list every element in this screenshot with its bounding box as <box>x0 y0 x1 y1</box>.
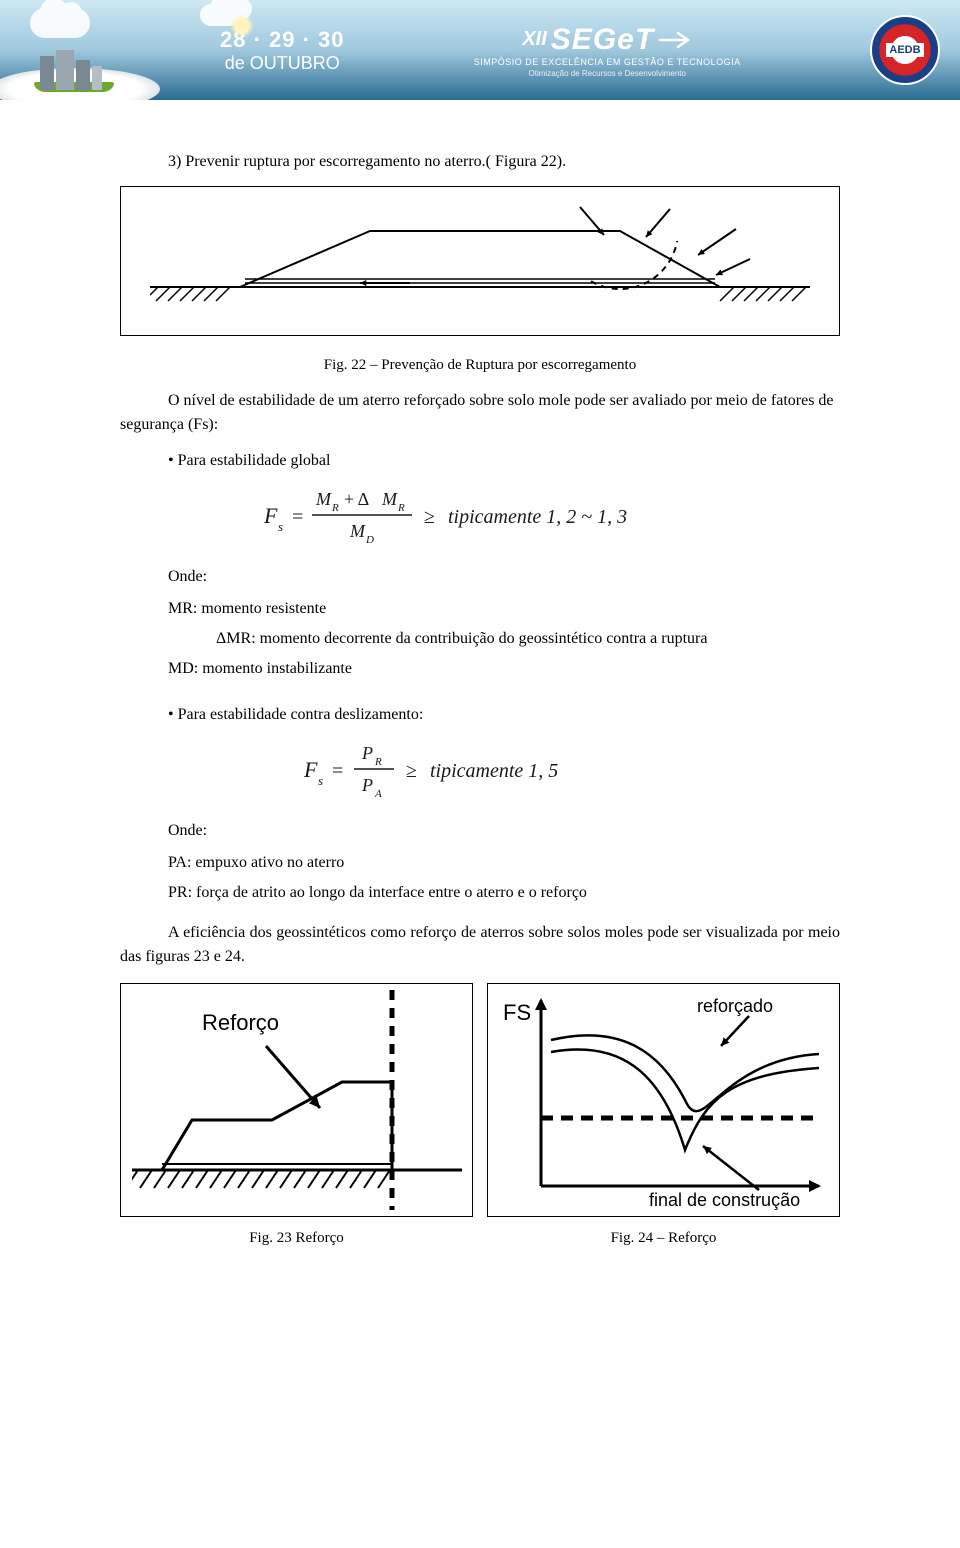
svg-text:tipicamente 1, 2 ~ 1, 3: tipicamente 1, 2 ~ 1, 3 <box>448 506 627 528</box>
figure-24-frame: FS reforçado final de construção <box>487 983 840 1217</box>
svg-text:s: s <box>318 773 323 788</box>
formula-sliding-stability: Fs=PRPA≥tipicamente 1, 5 <box>300 737 660 801</box>
svg-text:M: M <box>315 489 332 509</box>
seget-logo-block: XII SEGeT SIMPÓSIO DE EXCELÊNCIA EM GEST… <box>345 23 870 78</box>
svg-text:≥: ≥ <box>424 506 435 528</box>
svg-text:M: M <box>349 521 366 541</box>
figure-22-frame <box>120 186 840 336</box>
svg-text:=: = <box>292 506 303 528</box>
sun-decor <box>230 14 254 38</box>
figure-23-caption: Fig. 23 Reforço <box>120 1227 473 1250</box>
formula-1-wrap: Fs=MR + ΔMRMD≥tipicamente 1, 2 ~ 1, 3 <box>120 483 840 547</box>
onde-label-1: Onde: <box>168 565 840 589</box>
md-definition: MD: momento instabilizante <box>168 657 840 681</box>
svg-text:P: P <box>361 775 373 795</box>
conference-banner: 28 · 29 · 30 de OUTUBRO XII SEGeT SIMPÓS… <box>0 0 960 100</box>
item-3-text: 3) Prevenir ruptura por escorregamento n… <box>120 150 840 174</box>
svg-text:s: s <box>278 519 283 534</box>
figures-23-24-captions: Fig. 23 Reforço Fig. 24 – Reforço <box>120 1227 840 1250</box>
seget-edition: XII <box>522 28 546 51</box>
pa-definition: PA: empuxo ativo no aterro <box>168 851 840 875</box>
bullet-global-stability: • Para estabilidade global <box>120 449 840 473</box>
figure-22-diagram <box>150 201 810 321</box>
cloud-decor <box>30 8 90 38</box>
svg-text:D: D <box>365 534 374 546</box>
svg-text:F: F <box>263 503 278 528</box>
svg-text:M: M <box>381 489 398 509</box>
figure-24-caption: Fig. 24 – Reforço <box>487 1227 840 1250</box>
formula-global-stability: Fs=MR + ΔMRMD≥tipicamente 1, 2 ~ 1, 3 <box>260 483 700 547</box>
seget-theme: Otimização de Recursos e Desenvolvimento <box>345 69 870 78</box>
figure-23-diagram: Reforço <box>132 990 462 1210</box>
aedb-badge-icon: AEDB <box>870 15 940 85</box>
svg-text:R: R <box>374 756 382 768</box>
aedb-label: AEDB <box>886 43 923 57</box>
mr-definition: MR: momento resistente <box>168 597 840 621</box>
efficiency-paragraph: A eficiência dos geossintéticos como ref… <box>120 921 840 969</box>
date-month: de OUTUBRO <box>220 53 345 74</box>
svg-text:final de construção: final de construção <box>649 1190 800 1210</box>
svg-text:≥: ≥ <box>406 760 417 782</box>
svg-text:F: F <box>303 757 318 782</box>
figure-22-caption: Fig. 22 – Prevenção de Ruptura por escor… <box>120 354 840 377</box>
figure-23-frame: Reforço <box>120 983 473 1217</box>
svg-text:R: R <box>331 502 339 514</box>
svg-text:R: R <box>397 502 405 514</box>
figures-23-24-row: Reforço FS reforçado final de construção <box>120 983 840 1217</box>
page-content: 3) Prevenir ruptura por escorregamento n… <box>0 100 960 1279</box>
svg-text:reforçado: reforçado <box>697 996 773 1016</box>
arrow-icon <box>658 29 692 51</box>
svg-text:FS: FS <box>503 1000 531 1025</box>
city-on-plate-illustration <box>0 40 170 100</box>
svg-text:A: A <box>374 788 382 800</box>
intro-paragraph: O nível de estabilidade de um aterro ref… <box>120 389 840 437</box>
seget-subtitle: SIMPÓSIO DE EXCELÊNCIA EM GESTÃO E TECNO… <box>345 57 870 67</box>
delta-mr-definition: ΔMR: momento decorrente da contribuição … <box>216 627 840 651</box>
svg-text:tipicamente 1, 5: tipicamente 1, 5 <box>430 760 558 782</box>
svg-text:P: P <box>361 743 373 763</box>
seget-acronym: SEGeT <box>551 23 654 57</box>
svg-text:+ Δ: + Δ <box>344 489 369 509</box>
svg-text:=: = <box>332 760 343 782</box>
bullet-sliding-stability: • Para estabilidade contra deslizamento: <box>120 703 840 727</box>
onde-label-2: Onde: <box>168 819 840 843</box>
svg-text:Reforço: Reforço <box>202 1010 279 1035</box>
pr-definition: PR: força de atrito ao longo da interfac… <box>168 881 840 905</box>
figure-24-diagram: FS reforçado final de construção <box>499 990 829 1210</box>
formula-2-wrap: Fs=PRPA≥tipicamente 1, 5 <box>120 737 840 801</box>
